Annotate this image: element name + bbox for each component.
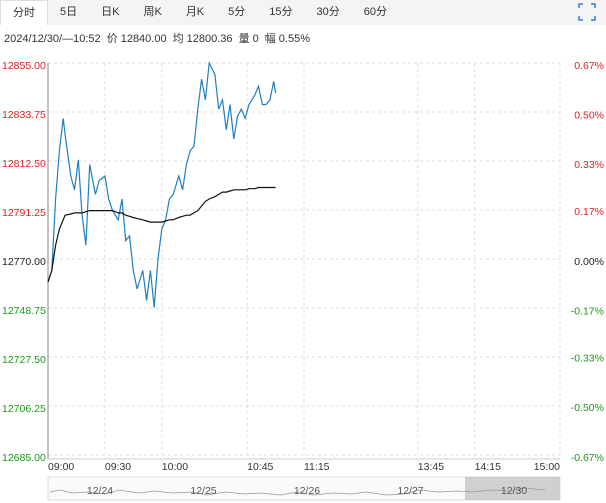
y-tick-label: 12812.50 (2, 158, 46, 170)
y-tick-label: 12748.75 (2, 305, 46, 317)
y2-tick-label: -0.50% (571, 402, 604, 414)
datetime: 2024/12/30/—10:52 (4, 33, 101, 45)
y-tick-label: 12727.50 (2, 354, 46, 366)
tab[interactable]: 分时 (0, 0, 48, 25)
navigator-date: 12/25 (190, 485, 216, 497)
tab[interactable]: 月K (185, 6, 205, 18)
series-line (47, 186, 276, 283)
x-tick-label: 14:15 (475, 461, 501, 473)
tab[interactable]: 周K (143, 6, 162, 18)
x-tick-label: 10:45 (247, 461, 273, 473)
x-tick-label: 13:45 (418, 461, 444, 473)
y2-tick-label: -0.17% (571, 306, 604, 318)
avg: 12800.36 (186, 33, 233, 45)
navigator-date: 12/30 (501, 485, 527, 497)
y-tick-label: 12706.25 (2, 403, 46, 415)
y-tick-label: 12685.00 (2, 452, 46, 464)
tab[interactable]: 5日 (60, 6, 78, 18)
navigator-date: 12/26 (294, 485, 320, 497)
x-tick-label: 15:00 (534, 461, 560, 473)
price: 12840.00 (120, 33, 167, 45)
tab[interactable]: 5分 (228, 6, 246, 18)
tab[interactable]: 30分 (316, 6, 340, 18)
navigator-date: 12/27 (397, 485, 423, 497)
y2-tick-label: 0.17% (574, 206, 604, 218)
y2-tick-label: 0.33% (574, 159, 604, 171)
x-tick-label: 09:30 (105, 461, 131, 473)
tab-bar: 分时 5日 日K 周K 月K 5分 15分 30分 60分 (0, 0, 606, 25)
amp-label: 幅 (264, 33, 276, 45)
navigator-selection[interactable] (465, 477, 560, 500)
tab[interactable]: 15分 (269, 6, 293, 18)
y-tick-label: 12855.00 (2, 60, 46, 72)
y2-tick-label: 0.67% (574, 60, 604, 72)
y-tick-label: 12791.25 (2, 207, 46, 219)
x-tick-label: 10:00 (162, 461, 188, 473)
expand-icon[interactable] (578, 3, 596, 21)
avg-label: 均 (172, 33, 184, 45)
x-tick-label: 11:15 (304, 461, 330, 473)
vol: 0 (252, 33, 259, 45)
navigator-date: 12/24 (87, 485, 113, 497)
y2-tick-label: -0.67% (571, 452, 604, 464)
tab[interactable]: 60分 (363, 6, 388, 18)
navigator-line (49, 487, 546, 496)
y2-tick-label: 0.50% (574, 110, 604, 122)
y2-tick-label: 0.00% (574, 256, 604, 268)
y2-tick-label: -0.33% (571, 352, 604, 364)
tab[interactable]: 日K (101, 6, 120, 18)
x-tick-label: 09:00 (48, 461, 74, 473)
price-label: 价 (106, 33, 118, 45)
series-line (47, 60, 277, 308)
y-tick-label: 12770.00 (2, 256, 46, 268)
vol-label: 量 (238, 33, 250, 45)
y-tick-label: 12833.75 (2, 109, 46, 121)
amp: 0.55% (278, 33, 310, 45)
